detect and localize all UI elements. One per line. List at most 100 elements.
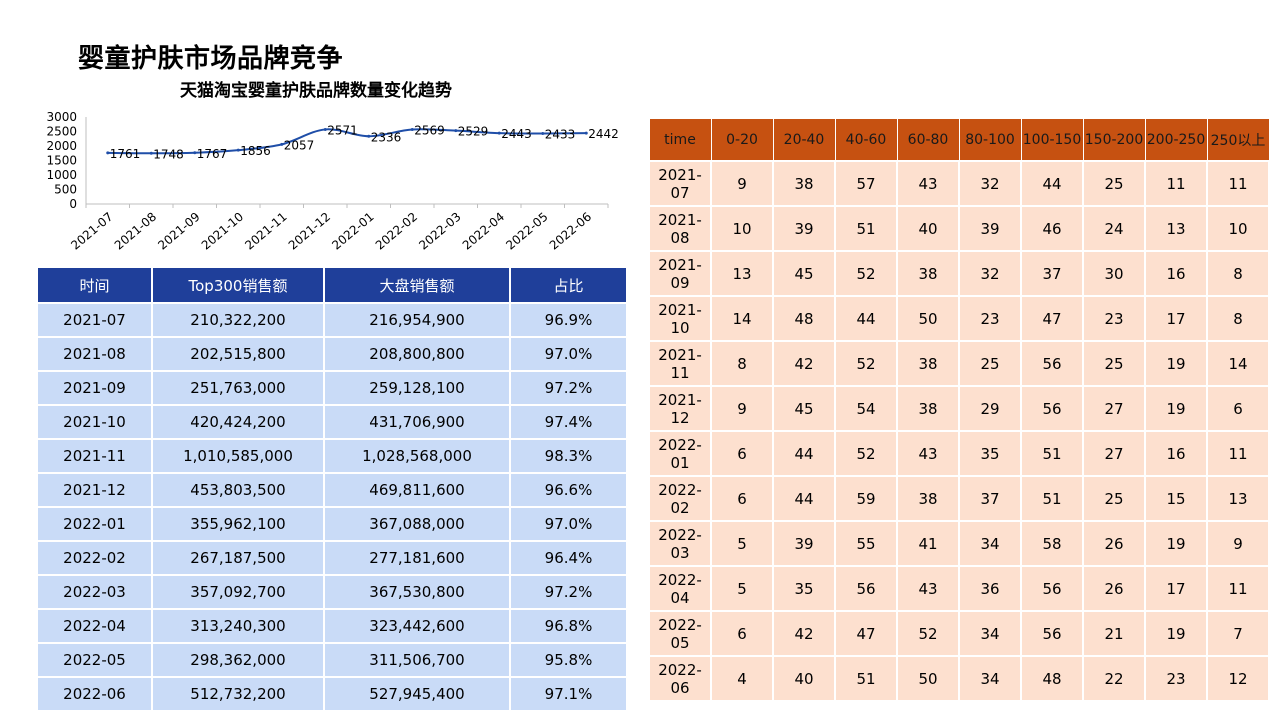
data-point (236, 148, 240, 152)
price-band-table-cell: 19 (1144, 340, 1208, 387)
price-band-table-cell: 10 (1206, 205, 1270, 252)
sales-table-cell: 2021-09 (36, 370, 153, 406)
data-point (541, 131, 545, 135)
price-band-table-cell: 59 (834, 475, 898, 522)
price-band-table-cell: 19 (1144, 610, 1208, 657)
price-band-table-cell: 48 (772, 295, 836, 342)
data-point (410, 127, 414, 131)
price-band-table-cell: 13 (1206, 475, 1270, 522)
price-band-table-cell: 35 (772, 565, 836, 612)
x-tick-label: 2021-09 (155, 210, 202, 253)
price-band-table-cell: 2021-11 (648, 340, 712, 387)
price-band-table-cell: 13 (710, 250, 774, 297)
data-label: 2571 (327, 123, 358, 137)
price-band-table-cell: 39 (772, 520, 836, 567)
price-band-table-cell: 52 (834, 250, 898, 297)
price-band-table-cell: 25 (1082, 475, 1146, 522)
sales-table-cell: 96.6% (509, 472, 628, 508)
price-band-table-cell: 44 (772, 430, 836, 477)
x-tick-label: 2022-04 (460, 210, 507, 253)
price-band-table-header-cell: 40-60 (834, 118, 898, 162)
data-label: 2529 (458, 125, 489, 139)
sales-table-row: 2021-09 251,763,000 259,128,100 97.2% (36, 370, 628, 406)
sales-table-row: 2022-05 298,362,000 311,506,700 95.8% (36, 642, 628, 678)
price-band-table-cell: 51 (834, 205, 898, 252)
data-point (454, 129, 458, 133)
price-band-table-cell: 38 (896, 385, 960, 432)
price-band-table-cell: 17 (1144, 295, 1208, 342)
sales-table-row: 2022-04 313,240,300 323,442,600 96.8% (36, 608, 628, 644)
price-band-table-cell: 47 (834, 610, 898, 657)
price-band-table-cell: 2022-05 (648, 610, 712, 657)
price-band-table-cell: 2022-03 (648, 520, 712, 567)
price-band-table-cell: 17 (1144, 565, 1208, 612)
price-band-table-cell: 6 (710, 430, 774, 477)
price-band-table-cell: 2022-02 (648, 475, 712, 522)
data-point (149, 151, 153, 155)
price-band-table-row: 2022-02 6 44 59 38 37 51 25 15 13 (648, 475, 1270, 522)
price-band-table-cell: 41 (896, 520, 960, 567)
data-label: 2433 (545, 127, 576, 141)
x-tick-label: 2022-06 (547, 210, 594, 253)
price-band-table-cell: 40 (772, 655, 836, 702)
y-tick-label: 500 (54, 183, 77, 197)
data-label: 1761 (110, 147, 141, 161)
price-band-table-cell: 45 (772, 250, 836, 297)
price-band-table-cell: 13 (1144, 205, 1208, 252)
price-band-table-cell: 42 (772, 340, 836, 387)
price-band-table-cell: 51 (834, 655, 898, 702)
sales-table-row: 2022-06 512,732,200 527,945,400 97.1% (36, 676, 628, 712)
data-label: 2336 (371, 130, 402, 144)
price-band-table-cell: 50 (896, 655, 960, 702)
price-band-table-row: 2021-07 9 38 57 43 32 44 25 11 11 (648, 160, 1270, 207)
price-band-table-cell: 14 (710, 295, 774, 342)
sales-table-row: 2022-03 357,092,700 367,530,800 97.2% (36, 574, 628, 610)
sales-table-row: 2021-11 1,010,585,000 1,028,568,000 98.3% (36, 438, 628, 474)
price-band-table-cell: 44 (1020, 160, 1084, 207)
price-band-table-row: 2022-04 5 35 56 43 36 56 26 17 11 (648, 565, 1270, 612)
price-band-table-cell: 25 (1082, 160, 1146, 207)
data-point (193, 151, 197, 155)
sales-table-cell: 469,811,600 (323, 472, 511, 508)
price-band-table-cell: 5 (710, 520, 774, 567)
sales-table-header-cell: 大盘销售额 (323, 266, 511, 304)
sales-table-cell: 97.4% (509, 404, 628, 440)
data-label: 2057 (284, 138, 315, 152)
price-band-table-header: time 0-20 20-40 40-60 60-80 80-100 100-150 150-… (648, 118, 1270, 162)
price-band-table-header-cell: 150-200 (1082, 118, 1146, 162)
price-band-table-cell: 40 (896, 205, 960, 252)
price-band-table-cell: 45 (772, 385, 836, 432)
sales-table-row: 2021-12 453,803,500 469,811,600 96.6% (36, 472, 628, 508)
sales-table-cell: 259,128,100 (323, 370, 511, 406)
data-label: 1767 (197, 147, 228, 161)
data-point (497, 131, 501, 135)
price-band-table-cell: 2021-10 (648, 295, 712, 342)
data-point (367, 134, 371, 138)
price-band-table-cell: 54 (834, 385, 898, 432)
y-tick-label: 2000 (46, 139, 77, 153)
price-band-table-cell: 44 (834, 295, 898, 342)
price-band-table-cell: 9 (1206, 520, 1270, 567)
price-band-table-cell: 23 (1144, 655, 1208, 702)
price-band-table-cell: 37 (1020, 250, 1084, 297)
price-band-table-cell: 2021-12 (648, 385, 712, 432)
price-band-table-cell: 48 (1020, 655, 1084, 702)
data-point (280, 142, 284, 146)
y-tick-label: 0 (69, 197, 77, 211)
sales-table-cell: 208,800,800 (323, 336, 511, 372)
price-band-table-cell: 5 (710, 565, 774, 612)
sales-table-cell: 2021-10 (36, 404, 153, 440)
price-band-table-cell: 38 (896, 250, 960, 297)
sales-table-cell: 2022-05 (36, 642, 153, 678)
price-band-table-cell: 43 (896, 430, 960, 477)
sales-table-cell: 367,530,800 (323, 574, 511, 610)
price-band-table-cell: 38 (896, 340, 960, 387)
price-band-table-cell: 51 (1020, 475, 1084, 522)
x-tick-label: 2021-08 (112, 210, 159, 253)
price-band-table-cell: 51 (1020, 430, 1084, 477)
price-band-table-cell: 6 (710, 475, 774, 522)
sales-table-cell: 453,803,500 (151, 472, 325, 508)
price-band-table-cell: 24 (1082, 205, 1146, 252)
sales-table-cell: 355,962,100 (151, 506, 325, 542)
price-band-table-cell: 34 (958, 520, 1022, 567)
